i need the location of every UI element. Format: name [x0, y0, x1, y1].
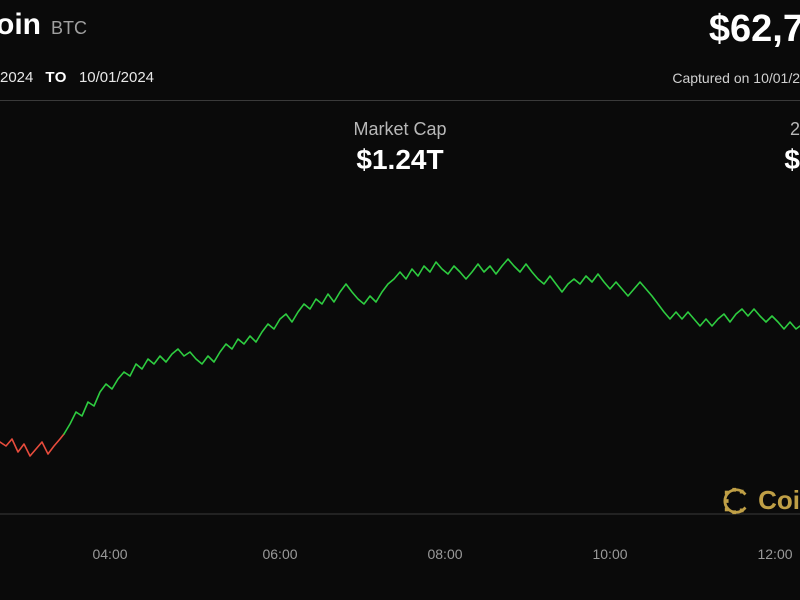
- date-row: 2024 TO 10/01/2024 Captured on 10/01/2: [0, 51, 800, 100]
- coin-title: oin BTC: [0, 8, 87, 42]
- x-tick-label: 06:00: [262, 546, 297, 562]
- date-to-label: TO: [45, 69, 67, 86]
- coin-name: oin: [0, 8, 41, 42]
- ticker-symbol: BTC: [51, 18, 87, 39]
- right-stat-fragment: 2 $: [784, 119, 800, 176]
- right-stat-label: 2: [784, 119, 800, 140]
- watermark-text: Coi: [758, 485, 800, 516]
- captured-text: Captured on 10/01/2: [672, 70, 800, 86]
- x-tick-label: 08:00: [427, 546, 462, 562]
- date-range: 2024 TO 10/01/2024: [0, 69, 154, 86]
- stats-row: Market Cap $1.24T 2 $: [0, 101, 800, 184]
- chart-svg: [0, 184, 800, 554]
- price-value: $62,7: [709, 8, 800, 51]
- x-tick-label: 12:00: [757, 546, 792, 562]
- price-chart: 04:0006:0008:0010:0012:00 Coi: [0, 184, 800, 554]
- x-tick-label: 04:00: [92, 546, 127, 562]
- market-cap-value: $1.24T: [353, 144, 446, 176]
- watermark: Coi: [722, 485, 800, 516]
- date-from: 2024: [0, 69, 33, 86]
- right-stat-value: $: [784, 144, 800, 176]
- header: oin BTC $62,7: [0, 0, 800, 51]
- market-cap-block: Market Cap $1.24T: [353, 119, 446, 176]
- x-tick-label: 10:00: [592, 546, 627, 562]
- market-cap-label: Market Cap: [353, 119, 446, 140]
- date-to: 10/01/2024: [79, 69, 154, 86]
- coindesk-logo-icon: [722, 486, 752, 516]
